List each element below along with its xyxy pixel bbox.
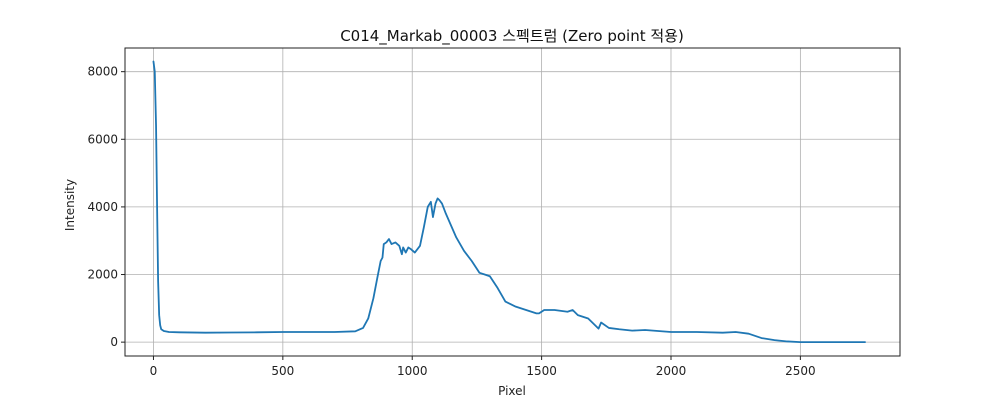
y-tick-label: 2000 <box>87 268 118 282</box>
y-tick-label: 8000 <box>87 65 118 79</box>
y-tick-label: 4000 <box>87 200 118 214</box>
y-tick-label: 0 <box>110 335 118 349</box>
series-layer <box>152 60 866 344</box>
y-tick-label: 6000 <box>87 132 118 146</box>
plot-frame <box>124 47 901 357</box>
x-tick-label: 1500 <box>526 364 557 378</box>
y-axis-label: Intensity <box>63 179 77 231</box>
grid-lines <box>125 48 900 356</box>
x-tick-label: 1000 <box>397 364 428 378</box>
spectrum-line <box>152 60 866 344</box>
x-tick-label: 2000 <box>656 364 687 378</box>
x-tick-label: 0 <box>150 364 158 378</box>
plot-background <box>125 48 900 356</box>
axis-ticks: 0 500 1000 1500 2000 2500 0 2000 4000 6000 8000 <box>87 65 815 378</box>
x-axis-label: Pixel <box>498 384 526 398</box>
x-tick-label: 500 <box>271 364 294 378</box>
chart-title: C014_Markab_00003 스펙트럼 (Zero point 적용) <box>340 27 684 46</box>
x-tick-label: 2500 <box>785 364 816 378</box>
